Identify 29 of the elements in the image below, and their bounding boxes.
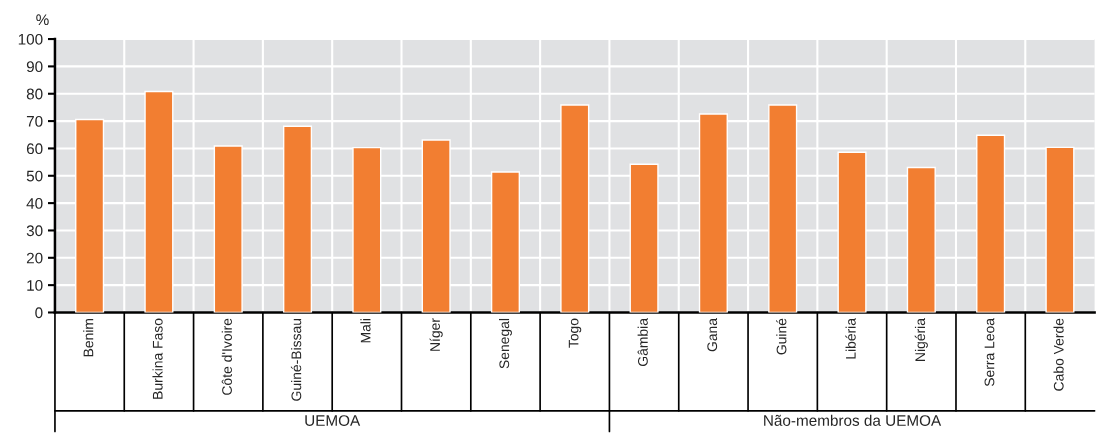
x-tick-label: Nigéria bbox=[914, 318, 928, 361]
x-tick-label: Guiné bbox=[776, 318, 787, 355]
x-tick-label: Cabo Verde bbox=[1053, 318, 1064, 391]
y-tick-label: 60 bbox=[26, 143, 43, 155]
y-tick-label: 10 bbox=[27, 280, 43, 291]
x-tick-label: Serra Leoa bbox=[984, 318, 995, 387]
x-tick-label: Mali bbox=[360, 318, 371, 343]
x-tick-label: Gâmbia bbox=[637, 318, 648, 366]
y-tick-label: 100 bbox=[18, 33, 43, 45]
y-tick-label: 80 bbox=[26, 88, 43, 100]
text: UEMOA bbox=[305, 415, 361, 426]
x-tick-label: Senegal bbox=[498, 318, 512, 369]
text: Não-membros da UEMOA bbox=[764, 414, 942, 426]
x-tick-label: Gana bbox=[707, 318, 718, 352]
y-tick-label: 70 bbox=[26, 115, 43, 127]
y-tick-label: 30 bbox=[26, 225, 43, 237]
x-tick-label: Burkina Faso bbox=[152, 318, 163, 399]
x-tick-label: Côte d'Ivoire bbox=[221, 318, 232, 395]
x-tick-label: Níger bbox=[429, 318, 443, 351]
y-tick-label: 0 bbox=[35, 307, 43, 319]
y-tick-label: 40 bbox=[26, 197, 43, 209]
x-tick-label: Togo bbox=[568, 318, 582, 348]
y-axis-title: % bbox=[36, 14, 49, 26]
x-tick-label: Guiné-Bissau bbox=[290, 318, 302, 401]
y-tick-label: 90 bbox=[26, 61, 43, 73]
x-tick-label: Benim bbox=[83, 318, 94, 357]
y-tick-label: 50 bbox=[26, 170, 43, 182]
y-tick-label: 20 bbox=[26, 252, 43, 264]
x-tick-label: Libéria bbox=[845, 318, 856, 359]
